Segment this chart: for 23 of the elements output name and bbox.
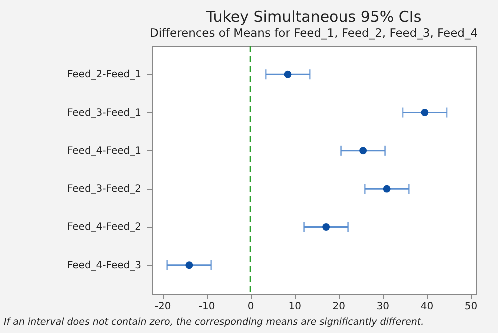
point	[360, 147, 368, 155]
x-tick-label: 0	[248, 302, 254, 312]
x-tick-label: 20	[332, 302, 346, 312]
x-tick-label: 40	[420, 302, 434, 312]
y-tick-label: Feed_4-Feed_1	[67, 146, 142, 157]
y-tick-label: Feed_4-Feed_2	[67, 222, 142, 234]
y-tick-label: Feed_2-Feed_1	[67, 70, 142, 81]
y-tick-label: Feed_3-Feed_1	[67, 108, 142, 119]
y-tick-label: Feed_4-Feed_3	[67, 260, 142, 272]
chart-title: Tukey Simultaneous 95% CIs	[205, 8, 422, 26]
point	[322, 224, 330, 231]
x-tick-label: -10	[198, 302, 216, 312]
x-tick-label: 50	[464, 302, 478, 312]
point	[186, 262, 194, 270]
x-tick-label: 10	[288, 302, 302, 312]
x-tick-label: 30	[376, 302, 390, 312]
point	[383, 185, 391, 193]
point	[421, 109, 429, 116]
text: If an interval does not contain zero, the corresponding means are significantly different.	[4, 317, 424, 328]
x-tick-label: -20	[154, 302, 172, 312]
point	[284, 70, 292, 78]
chart-subtitle: Differences of Means for Feed_1, Feed_2, Feed_3, Feed_4	[150, 26, 478, 40]
y-tick-label: Feed_3-Feed_2	[67, 184, 142, 196]
